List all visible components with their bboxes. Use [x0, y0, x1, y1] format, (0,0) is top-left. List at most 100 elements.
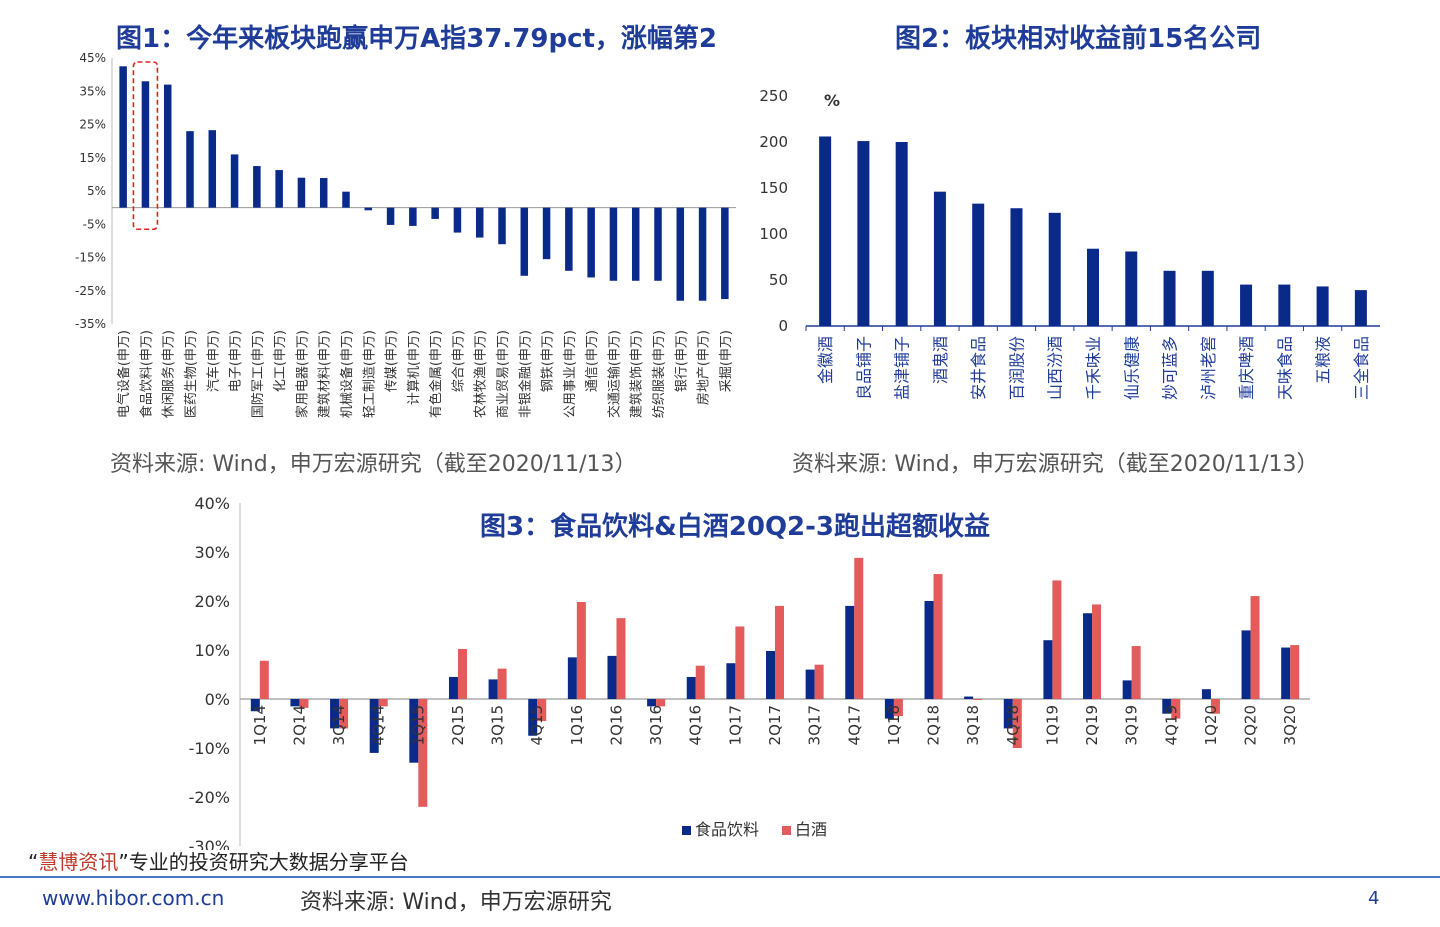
chart3-xtick-label: 2Q14 [290, 705, 308, 745]
chart3-ytick-label: 30% [194, 543, 230, 562]
chart3-xtick-label: 4Q14 [370, 705, 388, 745]
chart3-xtick-label: 3Q16 [647, 705, 665, 745]
chart3-bar-baijiu [1092, 604, 1102, 699]
chart3-bar-baijiu [1131, 646, 1141, 699]
chart1-ytick-label: 5% [87, 184, 106, 198]
chart2-xtick-label: 百润股份 [1007, 336, 1026, 400]
chart1-ytick-label: 25% [79, 118, 106, 132]
chart3-xtick-label: 1Q14 [251, 705, 269, 745]
chart2-bar [1087, 248, 1099, 326]
chart3-bar-baijiu [1171, 699, 1181, 719]
chart3-bar-baijiu [695, 665, 705, 699]
chart2-ytick-label: 150 [759, 179, 788, 197]
chart3-xtick-label: 3Q20 [1281, 705, 1299, 745]
chart3-bar-baijiu [616, 618, 626, 699]
footer-tagline-text: 专业的投资研究大数据分享平台 [128, 850, 409, 874]
chart1-ytick-label: -5% [83, 217, 106, 231]
chart3-bar-food [686, 676, 696, 699]
chart3-xtick-label: 4Q18 [1004, 705, 1022, 745]
chart1-xtick-label: 纺织服装(申万) [652, 330, 667, 418]
footer-tagline: “慧博资讯”专业的投资研究大数据分享平台 [28, 846, 409, 875]
chart2-xtick-label: 五粮液 [1314, 336, 1333, 384]
chart1-bar [475, 207, 484, 238]
chart1-xtick-label: 医药生物(申万) [184, 330, 199, 418]
chart3-legend-label-food: 食品饮料 [695, 820, 759, 839]
chart3-xtick-label: 3Q18 [964, 705, 982, 745]
chart3-xtick-label: 2Q18 [925, 705, 943, 745]
chart3-bar-baijiu [933, 574, 943, 699]
chart3-ytick-label: 10% [194, 641, 230, 660]
chart1-bar [721, 207, 729, 300]
chart1-bar [431, 207, 439, 219]
chart3-bar-baijiu [1210, 699, 1220, 714]
chart2-xtick-label: 金徽酒 [816, 336, 835, 384]
chart2-bar [1048, 212, 1061, 326]
chart1-xtick-label: 家用电器(申万) [294, 330, 310, 418]
footer-divider [0, 876, 1440, 878]
footer-quote-close: ” [118, 850, 129, 874]
chart1-bar [208, 130, 217, 208]
chart1-ytick-label: -35% [75, 317, 106, 331]
chart1-source: 资料来源: Wind，申万宏源研究（截至2020/11/13） [110, 452, 637, 477]
chart2-xtick-label: 千禾味业 [1084, 336, 1103, 400]
chart1-bar [186, 131, 194, 208]
chart1-xtick-label: 计算机(申万) [407, 330, 422, 405]
chart1-xtick-label: 汽车(申万) [205, 330, 221, 392]
chart2-bar [1163, 270, 1176, 326]
chart3-bar-food [766, 650, 775, 699]
chart1-svg: 45% 35% 25% 15% 5% -5% -15% -25% -35% 电气设备(申万) 食品饮… [75, 51, 736, 418]
chart3-bar-food [726, 663, 736, 699]
chart1-bar [409, 207, 417, 226]
chart3-bar-food [964, 696, 974, 699]
chart3-bar-food [448, 676, 458, 699]
chart3-bar-baijiu [854, 557, 864, 699]
chart3-bar-food [1241, 630, 1251, 699]
chart3-ytick-label: 20% [194, 592, 230, 611]
chart1-bar [676, 207, 685, 301]
chart3-bar-food [1043, 640, 1053, 699]
chart2-source: 资料来源: Wind，申万宏源研究（截至2020/11/13） [792, 452, 1319, 477]
chart1-xtick-label: 商业贸易(申万) [496, 330, 511, 418]
chart1-bar [520, 207, 529, 276]
chart1-xtick-label: 建筑装饰(申万) [629, 330, 645, 418]
chart1-xtick-label: 化工(申万) [273, 330, 288, 392]
chart2-bar [1010, 208, 1023, 326]
chart3-bar-food [250, 699, 260, 712]
chart3-bar-food [290, 699, 300, 707]
chart3-svg: 40% 30% 20% 10% 0% -10% -20% -30% 1Q14 2Q14 3Q14 4Q… [189, 494, 1310, 850]
chart3-bar-baijiu [1052, 580, 1062, 699]
chart2-xtick-label: 安井食品 [969, 336, 988, 400]
chart1-bar [119, 66, 127, 208]
chart2-bar [972, 203, 985, 326]
chart3-bar-baijiu [893, 699, 903, 717]
chart3-xtick-label: 1Q16 [568, 705, 586, 745]
chart3-bar-baijiu [418, 699, 428, 807]
chart3-bar-food [647, 699, 657, 707]
chart2-bar [1240, 284, 1253, 326]
footer-url-link[interactable]: www.hibor.com.cn [42, 886, 225, 910]
chart1-bar [453, 207, 462, 233]
chart1-xtick-label: 非银金融(申万) [517, 330, 533, 418]
chart3-bar-food [924, 601, 934, 699]
chart3-bar-baijiu [259, 660, 269, 699]
chart1-bar [230, 154, 239, 208]
chart2-bar [857, 141, 870, 326]
chart1-bar [654, 207, 662, 281]
footer-brand[interactable]: 慧博资讯 [38, 850, 119, 874]
chart2-xtick-label: 重庆啤酒 [1237, 336, 1256, 400]
chart2-xtick-label: 三全食品 [1352, 336, 1371, 400]
chart2-xtick-label: 妙可蓝多 [1161, 336, 1180, 400]
chart3-bar-baijiu [814, 664, 824, 699]
chart1-xtick-label: 国防军工(申万) [250, 330, 266, 418]
chart3-bar-baijiu [1250, 596, 1260, 699]
chart1-xtick-label: 有色金属(申万) [428, 330, 444, 418]
chart1-ytick-label: 45% [79, 51, 106, 65]
chart1-ytick-label: -15% [75, 251, 106, 265]
chart2-ylabel: % [824, 91, 840, 110]
footer-quote-open: “ [28, 850, 39, 874]
chart3-bar-baijiu [973, 699, 983, 700]
page-number: 4 [1368, 888, 1380, 909]
chart3-xtick-label: 3Q14 [330, 705, 348, 745]
chart1-ytick-label: -25% [75, 284, 106, 298]
chart3-xtick-label: 2Q20 [1242, 705, 1260, 745]
